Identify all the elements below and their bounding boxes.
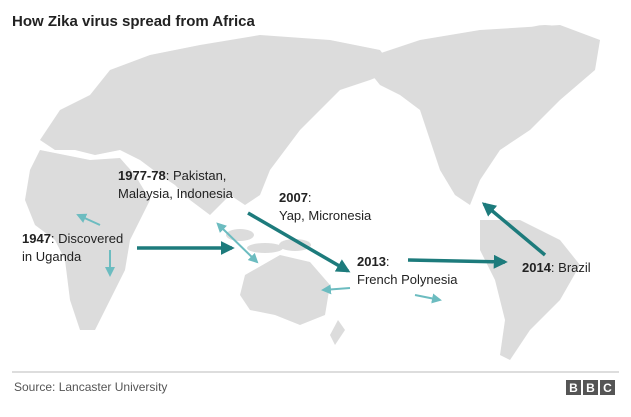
label-part: : bbox=[308, 190, 312, 205]
event-label: 1947: Discovered in Uganda bbox=[22, 231, 123, 264]
logo-letter: B bbox=[586, 381, 595, 395]
label-part: : Pakistan, bbox=[166, 168, 227, 183]
label-part: Malaysia, Indonesia bbox=[118, 186, 234, 201]
landmass bbox=[25, 25, 600, 360]
source: Source: Lancaster University bbox=[14, 380, 167, 394]
event-label: 1977-78: Pakistan, Malaysia, Indonesia bbox=[118, 168, 234, 201]
label-part: 2014 bbox=[522, 260, 552, 275]
label-part: Yap, Micronesia bbox=[279, 208, 372, 223]
label-part: in Uganda bbox=[22, 249, 82, 264]
title: How Zika virus spread from Africa bbox=[12, 13, 256, 30]
label-part: : Brazil bbox=[551, 260, 591, 275]
bbc-logo: B B C bbox=[566, 380, 615, 395]
label-part: 1947 bbox=[22, 231, 51, 246]
logo-letter: C bbox=[603, 381, 612, 395]
label-part: 2007 bbox=[279, 190, 308, 205]
label-part: : Discovered bbox=[51, 231, 123, 246]
event-labels: 1947: Discovered in Uganda 1977-78: Pakis… bbox=[22, 168, 591, 287]
event-label: 2013: French Polynesia bbox=[357, 254, 458, 287]
label-part: 1977-78 bbox=[118, 168, 166, 183]
logo-letter: B bbox=[569, 381, 578, 395]
label-part: : bbox=[386, 254, 390, 269]
spread-arrows bbox=[76, 202, 547, 304]
event-label: 2007: Yap, Micronesia bbox=[279, 190, 372, 223]
event-label: 2014: Brazil bbox=[522, 260, 591, 275]
label-part: French Polynesia bbox=[357, 272, 458, 287]
label-part: 2013 bbox=[357, 254, 386, 269]
